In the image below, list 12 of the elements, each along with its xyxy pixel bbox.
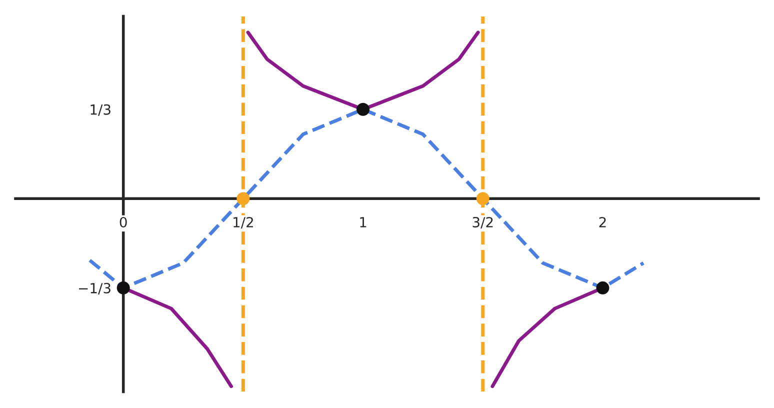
point [476,192,490,206]
x-tick-label: 0 [120,216,127,228]
point [236,192,250,206]
x-tick-label: 2 [599,216,606,228]
point [356,102,370,116]
y-tick-label: 1/3 [90,104,110,116]
x-tick-label: 1/2 [234,216,253,229]
y-tick-label: −1/3 [79,282,110,294]
point [596,281,610,294]
x-tick-label: 1 [360,217,366,228]
x-tick-label: 3/2 [472,216,493,229]
point [116,281,130,294]
